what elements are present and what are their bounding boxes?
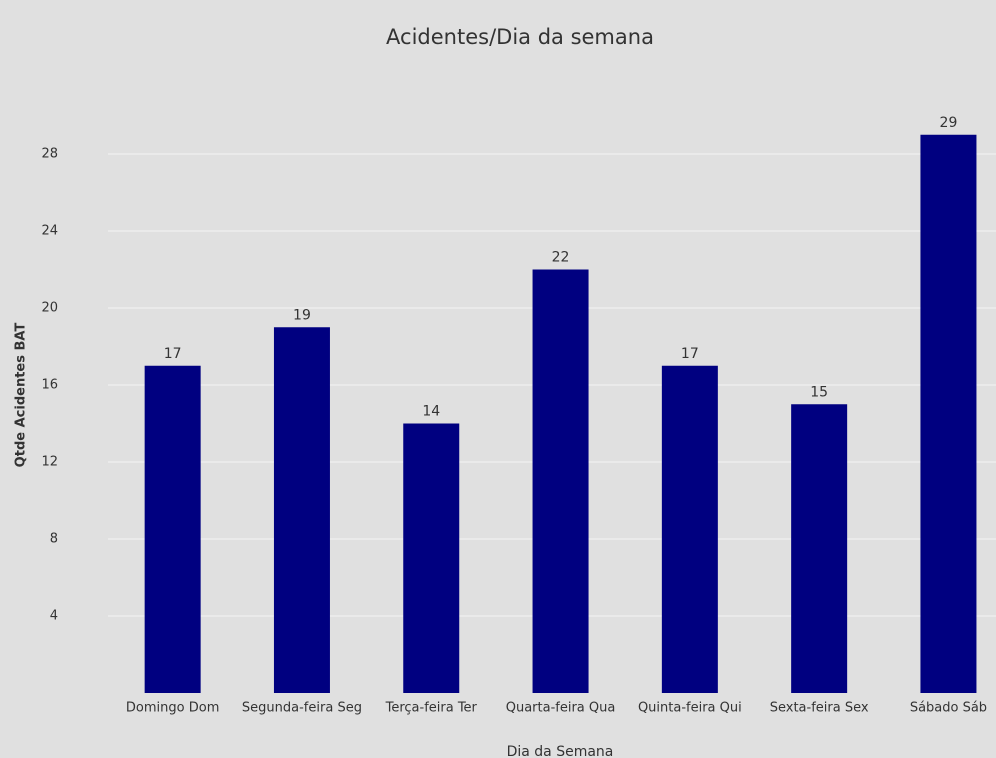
bar bbox=[661, 365, 718, 693]
y-tick-label: 16 bbox=[41, 378, 58, 393]
y-tick-label: 28 bbox=[41, 147, 58, 162]
bar bbox=[791, 404, 848, 693]
y-tick-label: 24 bbox=[41, 224, 58, 239]
chart-title: Acidentes/Dia da semana bbox=[386, 25, 654, 49]
x-tick-label: Segunda-feira Seg bbox=[242, 701, 362, 716]
data-label: 14 bbox=[422, 404, 440, 420]
bar bbox=[273, 327, 330, 693]
bar bbox=[144, 365, 201, 693]
data-label: 22 bbox=[552, 250, 570, 266]
bar bbox=[920, 134, 977, 693]
data-label: 15 bbox=[810, 384, 828, 400]
x-axis-title: Dia da Semana bbox=[507, 744, 614, 758]
x-tick-label: Sexta-feira Sex bbox=[770, 701, 869, 716]
data-label: 29 bbox=[940, 115, 958, 131]
x-tick-label: Domingo Dom bbox=[126, 701, 219, 716]
y-tick-label: 4 bbox=[50, 609, 58, 624]
x-tick-label: Quinta-feira Qui bbox=[638, 701, 742, 716]
y-tick-label: 12 bbox=[41, 455, 58, 470]
data-label: 17 bbox=[681, 346, 699, 362]
y-tick-label: 8 bbox=[50, 532, 58, 547]
y-tick-label: 20 bbox=[41, 301, 58, 316]
bar bbox=[403, 423, 460, 693]
x-tick-label: Quarta-feira Qua bbox=[506, 701, 616, 716]
data-label: 19 bbox=[293, 307, 311, 323]
bar bbox=[532, 269, 589, 693]
x-tick-label: Terça-feira Ter bbox=[385, 701, 478, 716]
y-axis-title: Qtde Acidentes BAT bbox=[14, 323, 29, 468]
data-label: 17 bbox=[164, 346, 182, 362]
x-tick-label: Sábado Sáb bbox=[910, 701, 987, 716]
